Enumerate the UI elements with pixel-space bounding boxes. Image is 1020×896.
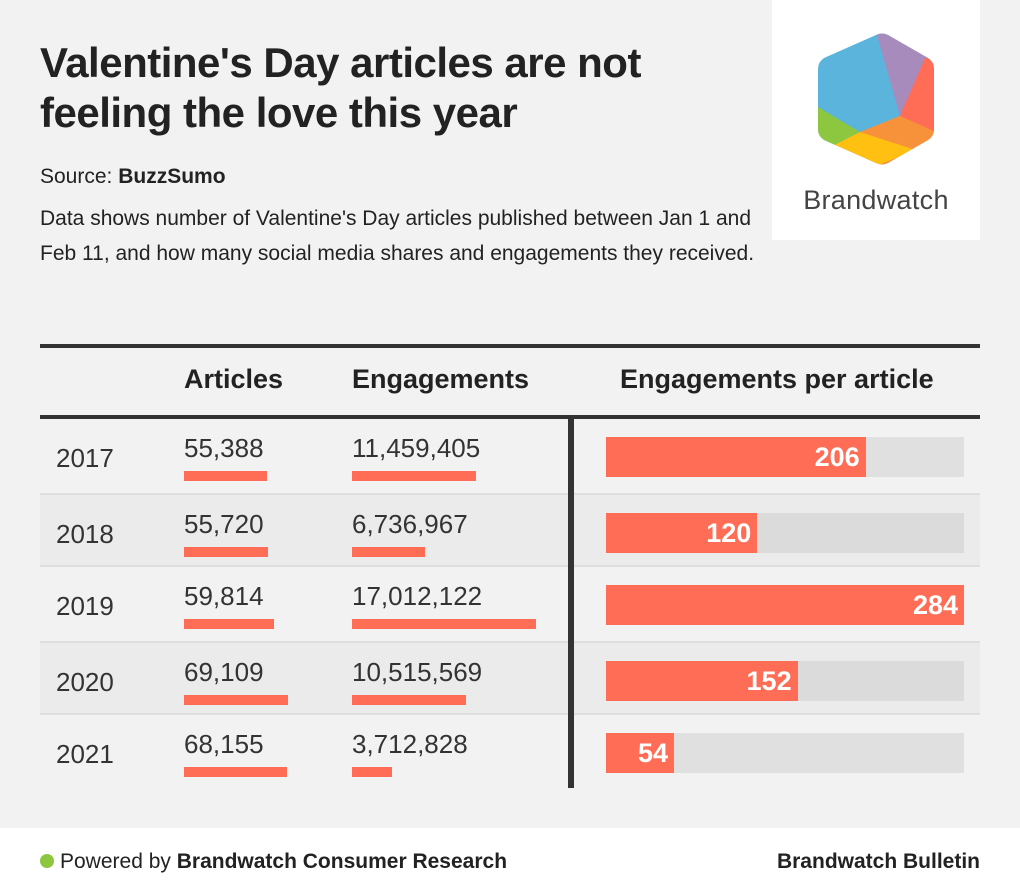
engagements-bar [352, 619, 536, 629]
column-header-articles: Articles [184, 364, 284, 394]
logo-wordmark: Brandwatch [803, 185, 949, 215]
per-article-bar: 152 [606, 661, 798, 701]
brandwatch-hexagon-icon [818, 33, 934, 165]
column-header-engagements: Engagements [352, 364, 530, 394]
year-label: 2017 [56, 443, 114, 473]
articles-value: 68,155 [184, 729, 264, 759]
per-article-track: 152 [606, 661, 964, 701]
per-article-label: 284 [912, 590, 958, 620]
engagements-value: 11,459,405 [352, 433, 481, 463]
articles-bar [184, 471, 268, 481]
per-article-track: 284 [606, 585, 964, 625]
year-label: 2020 [56, 667, 114, 697]
chart-description: Data shows number of Valentine's Day art… [40, 207, 755, 265]
per-article-bar: 54 [606, 733, 675, 773]
engagements-bar [352, 471, 476, 481]
per-article-bar: 120 [606, 513, 758, 553]
column-header-per-article: Engagements per article [620, 364, 934, 394]
source-name: BuzzSumo [118, 165, 226, 188]
brandwatch-logo: Brandwatch [772, 0, 980, 240]
table-row: 2019 59,814 17,012,122 284 [40, 567, 980, 641]
per-article-track: 120 [606, 513, 964, 553]
articles-value: 59,814 [184, 581, 264, 611]
powered-name: Brandwatch Consumer Research [176, 850, 508, 873]
articles-bar [184, 695, 288, 705]
articles-bar [184, 767, 287, 777]
powered-prefix: Powered by [60, 850, 171, 873]
per-article-label: 152 [746, 666, 792, 696]
per-article-track: 206 [606, 437, 964, 477]
table-header-rule [40, 415, 980, 419]
powered-by: Powered by Brandwatch Consumer Research [60, 850, 507, 874]
articles-value: 55,388 [184, 433, 264, 463]
source-line: Source: BuzzSumo [40, 165, 226, 189]
engagements-value: 3,712,828 [352, 729, 468, 759]
articles-value: 69,109 [184, 657, 264, 687]
per-article-bar: 206 [606, 437, 866, 477]
engagements-value: 10,515,569 [352, 657, 483, 687]
engagements-value: 17,012,122 [352, 581, 483, 611]
year-label: 2021 [56, 739, 114, 769]
year-label: 2018 [56, 519, 114, 549]
chart-title: Valentine's Day articles are not feeling… [40, 39, 641, 136]
per-article-label: 120 [706, 518, 752, 548]
table-row: 2017 55,388 11,459,405 206 [40, 419, 980, 493]
table-row: 2018 55,720 6,736,967 120 [40, 493, 980, 567]
status-dot-icon [40, 854, 54, 868]
engagements-value: 6,736,967 [352, 509, 468, 539]
articles-bar [184, 619, 274, 629]
footer: Powered by Brandwatch Consumer Research … [0, 828, 1020, 896]
publication-name: Brandwatch Bulletin [776, 850, 980, 873]
engagements-bar [352, 695, 466, 705]
articles-value: 55,720 [184, 509, 264, 539]
column-divider [568, 419, 574, 788]
table-top-rule [40, 344, 980, 348]
per-article-label: 206 [814, 442, 860, 472]
engagements-bar [352, 547, 425, 557]
engagements-bar [352, 767, 393, 777]
source-label: Source: [40, 165, 113, 188]
year-label: 2019 [56, 591, 114, 621]
table-row: 2021 68,155 3,712,828 54 [40, 715, 980, 789]
per-article-bar: 284 [606, 585, 964, 625]
table-row: 2020 69,109 10,515,569 152 [40, 641, 980, 715]
articles-bar [184, 547, 268, 557]
per-article-track: 54 [606, 733, 964, 773]
per-article-label: 54 [638, 738, 669, 768]
